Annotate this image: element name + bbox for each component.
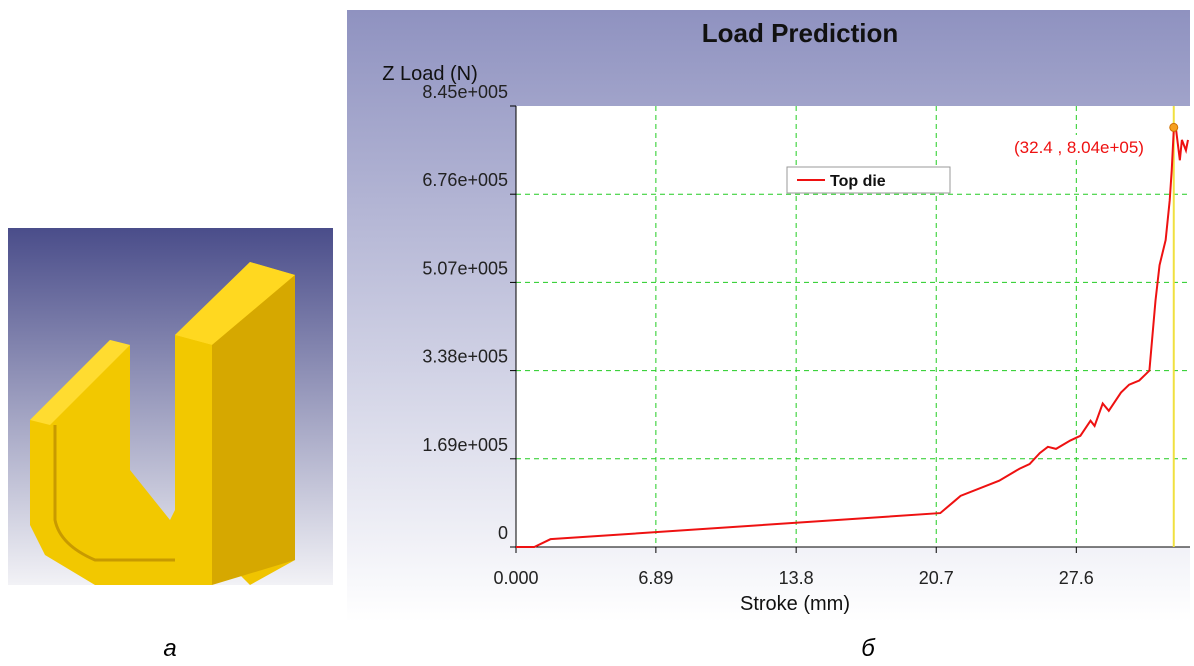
x-tick-label: 0.000: [493, 568, 538, 588]
annotation-marker: [1170, 123, 1178, 131]
y-tick-label: 0: [498, 523, 508, 543]
legend: Top die: [787, 167, 950, 193]
x-tick-label: 13.8: [779, 568, 814, 588]
y-tick-label: 8.45e+005: [422, 82, 508, 102]
chart-title: Load Prediction: [702, 18, 898, 48]
figure: а Load Prediction Z Load (N) Stroke (mm)…: [0, 0, 1194, 661]
panel-label: а: [163, 635, 176, 661]
x-axis-label: Stroke (mm): [740, 593, 850, 615]
x-tick-label: 27.6: [1059, 568, 1094, 588]
legend-label: Top die: [830, 173, 886, 190]
panel-label: б: [861, 635, 876, 661]
annotation-label: (32.4 , 8.04e+05): [1014, 138, 1144, 157]
y-tick-label: 1.69e+005: [422, 435, 508, 455]
y-tick-label: 5.07e+005: [422, 258, 508, 278]
x-tick-label: 6.89: [638, 568, 673, 588]
y-tick-label: 3.38e+005: [422, 347, 508, 367]
y-tick-label: 6.76e+005: [422, 170, 508, 190]
x-tick-label: 20.7: [919, 568, 954, 588]
